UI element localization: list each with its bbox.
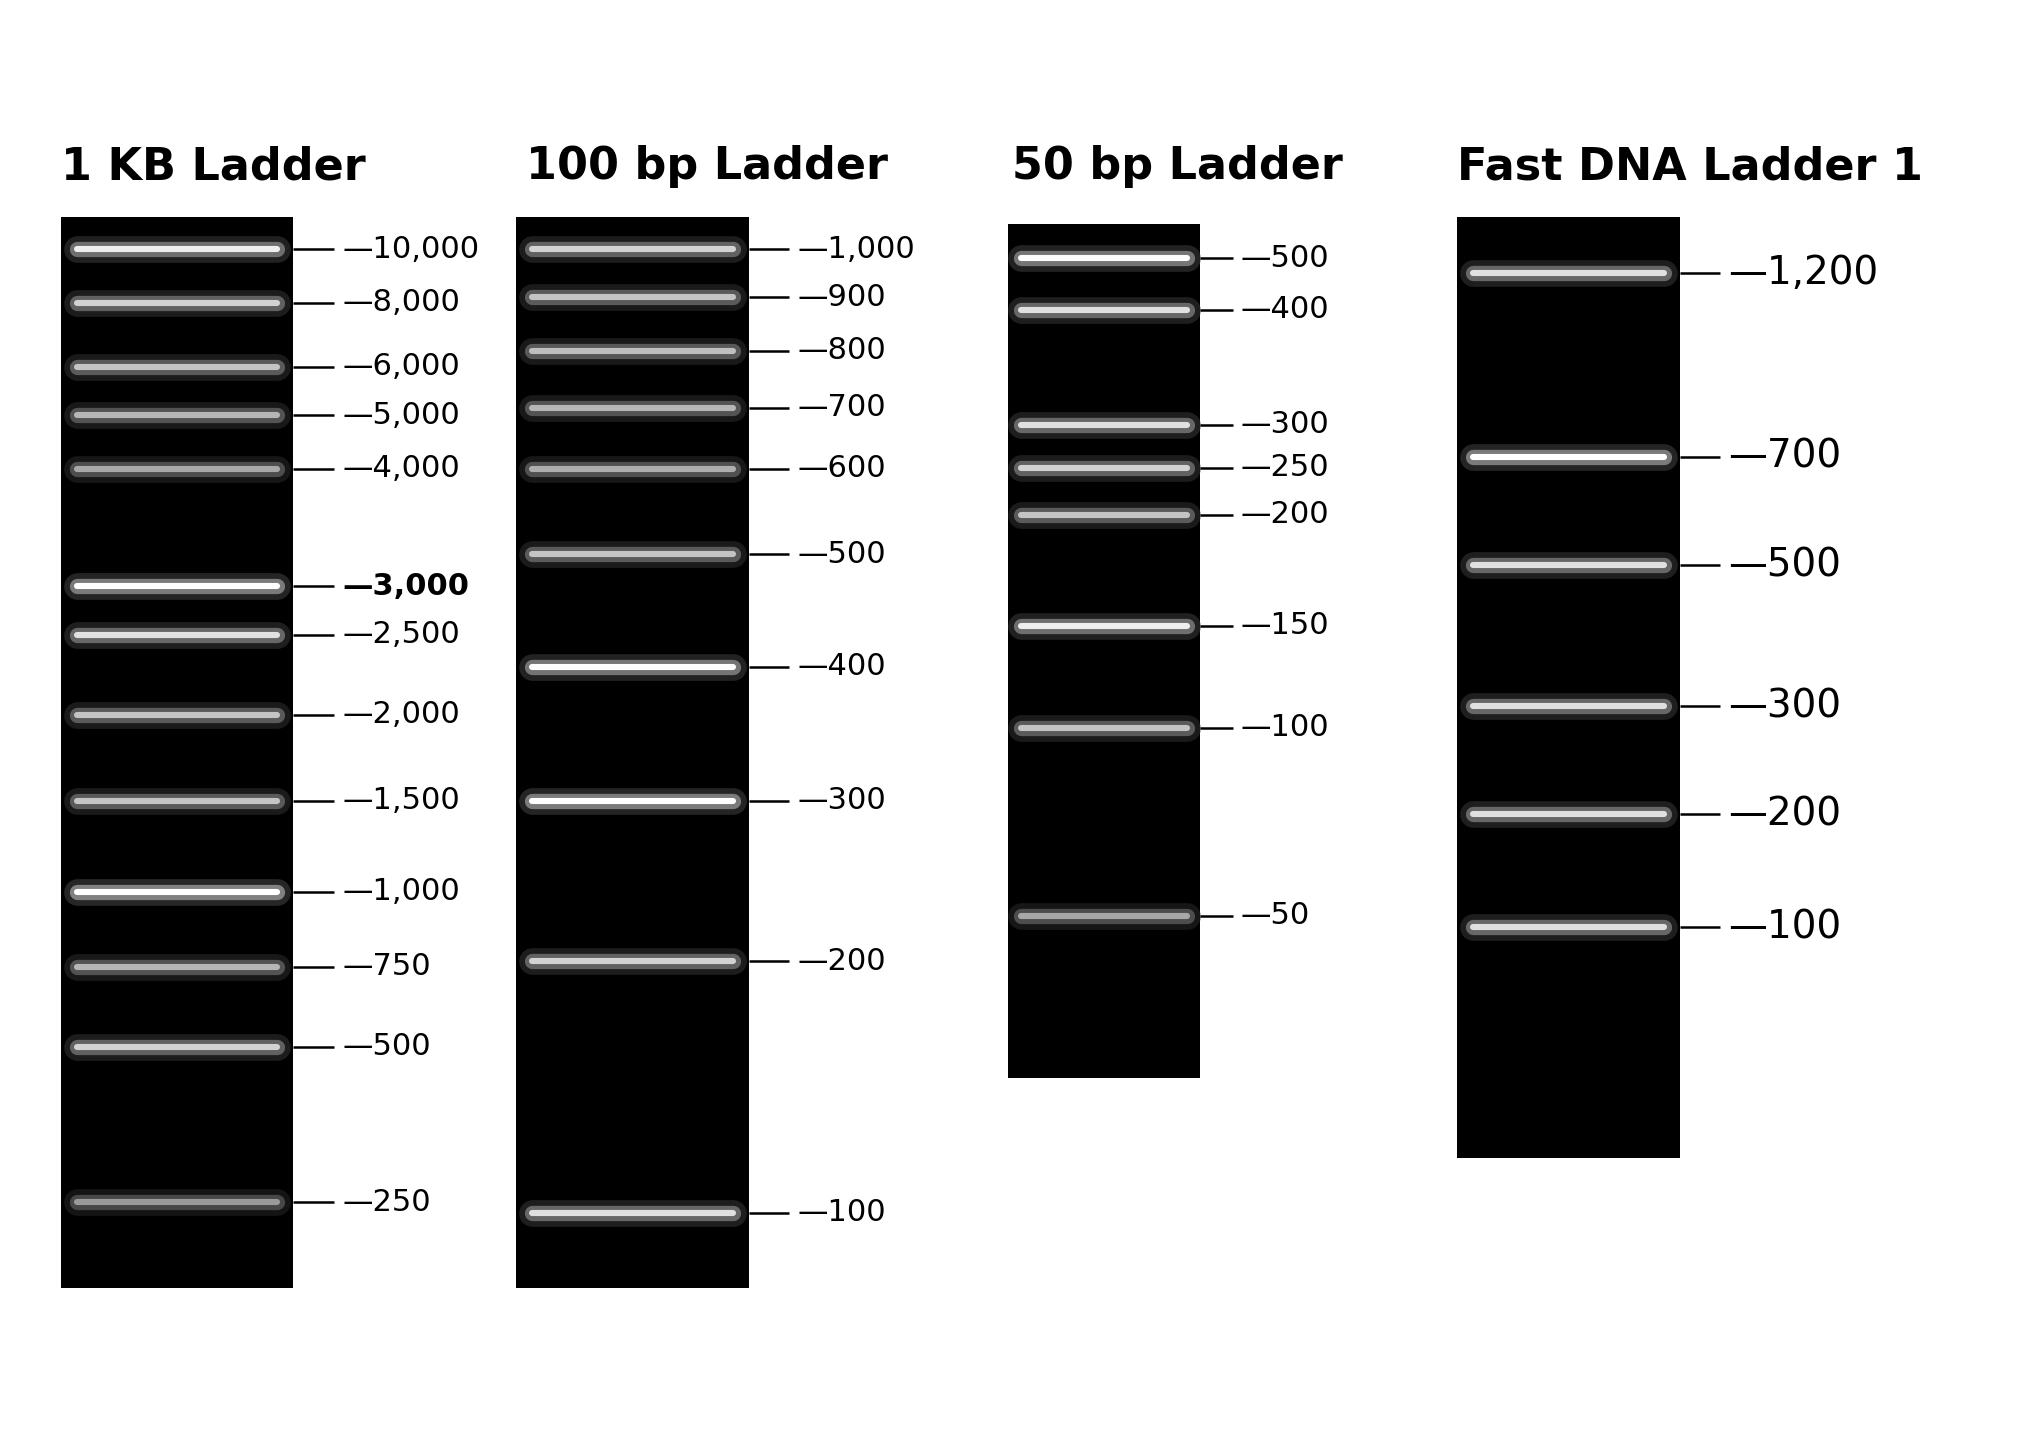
Bar [516,217,749,1288]
Text: —250: —250 [1240,453,1329,482]
Text: —100: —100 [1728,909,1841,946]
Bar [1007,224,1200,1078]
Text: —5,000: —5,000 [342,401,459,430]
Text: —250: —250 [342,1188,431,1217]
Text: Fast DNA Ladder 1: Fast DNA Ladder 1 [1457,145,1922,188]
Text: —4,000: —4,000 [342,454,459,483]
Bar [61,217,293,1288]
Text: —100: —100 [1240,713,1329,742]
Text: —400: —400 [1240,295,1329,324]
Text: 100 bp Ladder: 100 bp Ladder [526,145,888,188]
Text: —500: —500 [797,540,886,569]
Text: —900: —900 [797,282,886,313]
Text: —750: —750 [342,952,431,981]
Text: —100: —100 [797,1198,886,1227]
Text: —150: —150 [1240,611,1329,640]
Text: —700: —700 [797,394,886,423]
Text: —600: —600 [797,454,886,483]
Text: —200: —200 [797,946,886,975]
Text: —300: —300 [797,786,886,815]
Text: —2,500: —2,500 [342,621,459,650]
Text: —1,000: —1,000 [342,877,459,906]
Text: 1 KB Ladder: 1 KB Ladder [61,145,366,188]
Text: —200: —200 [1240,501,1329,530]
Text: —400: —400 [797,653,886,682]
Text: —500: —500 [1240,245,1329,273]
Text: 50 bp Ladder: 50 bp Ladder [1012,145,1341,188]
Text: —2,000: —2,000 [342,700,459,729]
Text: —800: —800 [797,336,886,366]
Text: —1,200: —1,200 [1728,255,1877,292]
Text: —300: —300 [1240,411,1329,440]
Text: —200: —200 [1728,796,1841,833]
Text: —700: —700 [1728,438,1841,476]
Text: —1,000: —1,000 [797,234,914,263]
Text: —50: —50 [1240,901,1309,930]
Text: —6,000: —6,000 [342,353,459,382]
Text: —500: —500 [342,1032,431,1062]
Bar [1457,217,1679,1158]
Text: —300: —300 [1728,687,1841,725]
Text: —3,000: —3,000 [342,572,469,601]
Text: —10,000: —10,000 [342,234,479,263]
Text: —500: —500 [1728,546,1841,585]
Text: —1,500: —1,500 [342,786,459,815]
Text: —8,000: —8,000 [342,288,459,317]
